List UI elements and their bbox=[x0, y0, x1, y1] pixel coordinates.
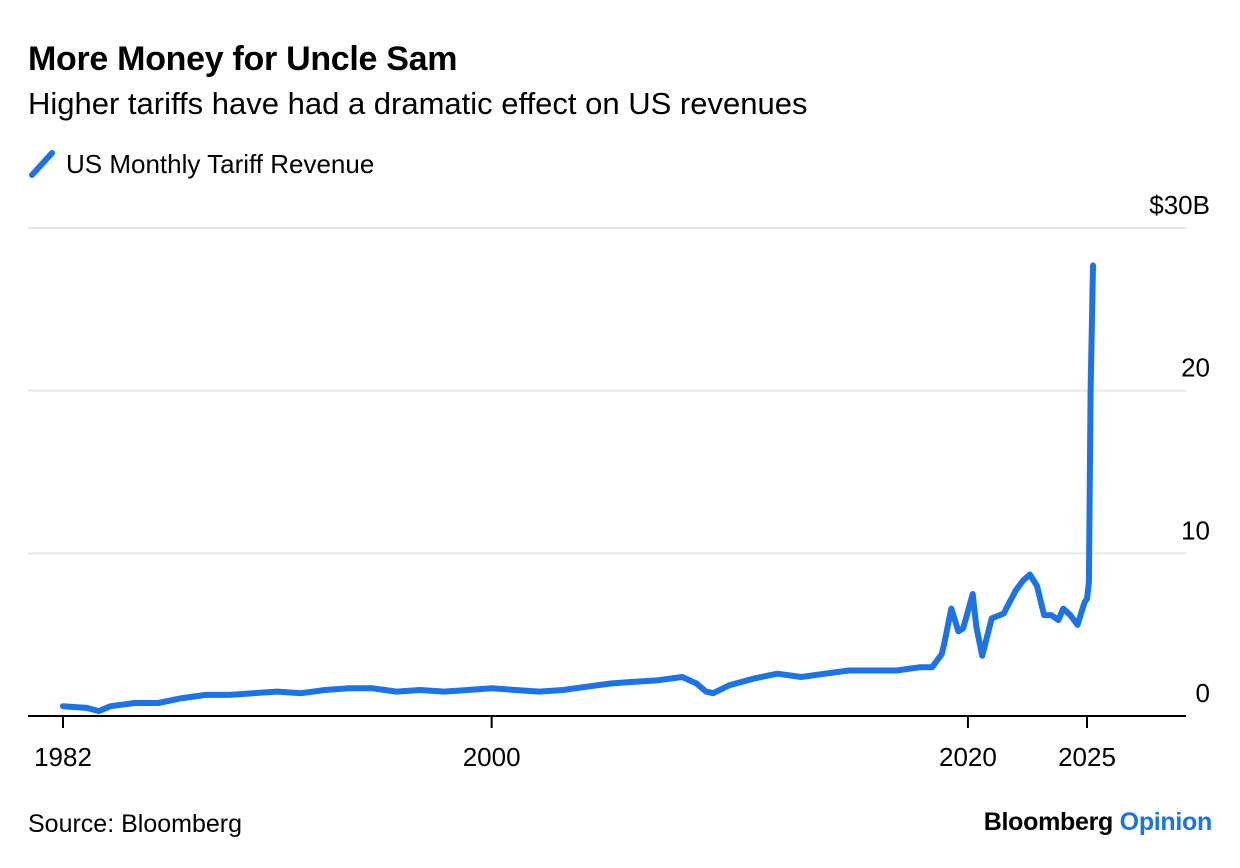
chart-title: More Money for Uncle Sam bbox=[28, 40, 458, 78]
x-tick-label: 2020 bbox=[939, 742, 997, 772]
legend-label: US Monthly Tariff Revenue bbox=[66, 148, 375, 179]
chart-subtitle: Higher tariffs have had a dramatic effec… bbox=[28, 86, 808, 121]
y-tick-label: 20 bbox=[1181, 353, 1210, 383]
y-tick-label: 0 bbox=[1196, 678, 1210, 708]
series-line-us-monthly-tariff-revenue bbox=[60, 262, 1096, 715]
x-axis-ticks: 1982 2000 2020 2025 bbox=[34, 716, 1116, 772]
legend: US Monthly Tariff Revenue bbox=[28, 148, 374, 180]
legend-swatch bbox=[29, 150, 55, 178]
gridlines bbox=[28, 227, 1186, 555]
source-note: Source: Bloomberg bbox=[28, 810, 243, 838]
y-tick-label: $30B bbox=[1149, 190, 1210, 220]
x-tick-label: 2025 bbox=[1058, 742, 1116, 772]
x-tick-label: 2000 bbox=[463, 742, 521, 772]
brand-name: Bloomberg bbox=[983, 808, 1114, 836]
x-tick-label: 1982 bbox=[34, 742, 92, 772]
brand-logo: Bloomberg Opinion bbox=[983, 808, 1213, 837]
y-axis-ticks: 0 10 20 $30B bbox=[1149, 190, 1210, 708]
brand-sub: Opinion bbox=[1119, 808, 1213, 836]
y-tick-label: 10 bbox=[1181, 515, 1210, 545]
